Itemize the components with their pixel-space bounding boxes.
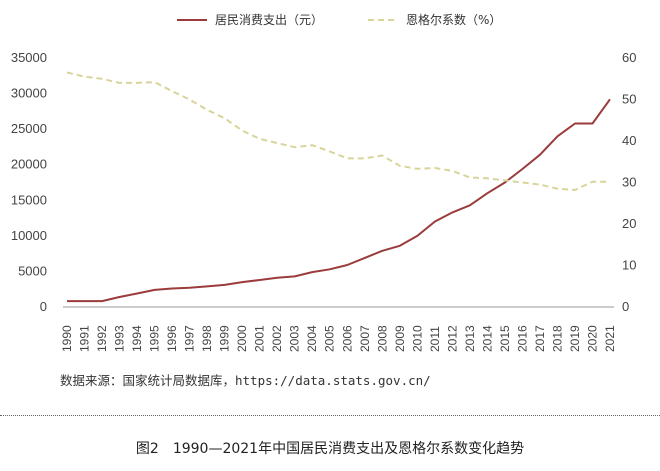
x-tick-label: 1990: [60, 325, 74, 352]
y-right-tick-label: 60: [622, 50, 636, 65]
y-right-tick-label: 20: [622, 216, 636, 231]
x-tick-label: 1996: [165, 325, 179, 352]
x-tick-label: 2020: [585, 325, 599, 352]
x-tick-label: 2021: [603, 325, 617, 352]
x-tick-label: 2005: [323, 325, 337, 352]
x-tick-label: 2008: [375, 325, 389, 352]
x-tick-label: 2006: [340, 325, 354, 352]
x-tick-label: 2018: [550, 325, 564, 352]
series-line-consumption: [67, 98, 611, 303]
x-tick-label: 1993: [113, 325, 127, 352]
y-left-tick-label: 0: [40, 299, 47, 314]
x-tick-label: 2001: [253, 325, 267, 352]
figure-caption: 图2 1990—2021年中国居民消费支出及恩格尔系数变化趋势: [135, 441, 525, 457]
y-left-tick-label: 25000: [11, 121, 47, 136]
x-tick-label: 2017: [533, 325, 547, 352]
x-tick-label: 2013: [463, 325, 477, 352]
x-tick-label: 1997: [183, 325, 197, 352]
y-left-tick-label: 20000: [11, 157, 47, 172]
y-left-tick-label: 5000: [18, 263, 47, 278]
x-tick-label: 2016: [515, 325, 529, 352]
y-right-tick-label: 30: [622, 175, 636, 190]
y-right-tick-label: 50: [622, 92, 636, 107]
x-tick-label: 1998: [200, 325, 214, 352]
x-tick-label: 2009: [393, 325, 407, 352]
x-tick-label: 2004: [305, 325, 319, 352]
y-left-tick-label: 15000: [11, 192, 47, 207]
y-right-tick-label: 0: [622, 299, 629, 314]
series-line-engel: [66, 71, 610, 191]
x-tick-label: 2000: [235, 325, 249, 352]
axes: 0 5000 10000 15000 20000 25000 30000 35000 0 10 20…: [11, 50, 637, 352]
x-tick-label: 2011: [428, 326, 442, 352]
legend-label-consumption: 居民消费支出（元）: [215, 13, 323, 27]
x-tick-label: 2015: [498, 325, 512, 352]
x-tick-label: 2012: [445, 325, 459, 352]
legend-label-engel: 恩格尔系数（%）: [406, 12, 501, 27]
x-tick-label: 2019: [568, 325, 582, 352]
x-tick-label: 2003: [288, 325, 302, 352]
y-left-tick-label: 35000: [11, 50, 47, 65]
y-left-tick-label: 30000: [11, 86, 47, 101]
x-tick-label: 1995: [148, 325, 162, 352]
x-tick-label: 1999: [218, 325, 232, 352]
series: [66, 71, 611, 303]
x-tick-label: 2007: [358, 325, 372, 352]
x-tick-label: 2002: [270, 325, 284, 352]
source-note: 数据来源：国家统计局数据库，https://data.stats.gov.cn/: [60, 373, 431, 388]
x-tick-label: 2010: [410, 325, 424, 352]
y-left-tick-label: 10000: [11, 228, 47, 243]
x-tick-label: 1994: [130, 325, 144, 352]
x-tick-label: 1991: [78, 325, 92, 352]
legend: 居民消费支出（元） 恩格尔系数（%）: [177, 12, 501, 27]
chart: 居民消费支出（元） 恩格尔系数（%） 050001000015000200002…: [11, 12, 637, 352]
y-right-tick-label: 10: [622, 258, 636, 273]
x-tick-label: 2014: [480, 325, 494, 352]
x-tick-label: 1992: [95, 325, 109, 352]
divider: [0, 415, 660, 416]
y-right-tick-label: 40: [622, 133, 636, 148]
